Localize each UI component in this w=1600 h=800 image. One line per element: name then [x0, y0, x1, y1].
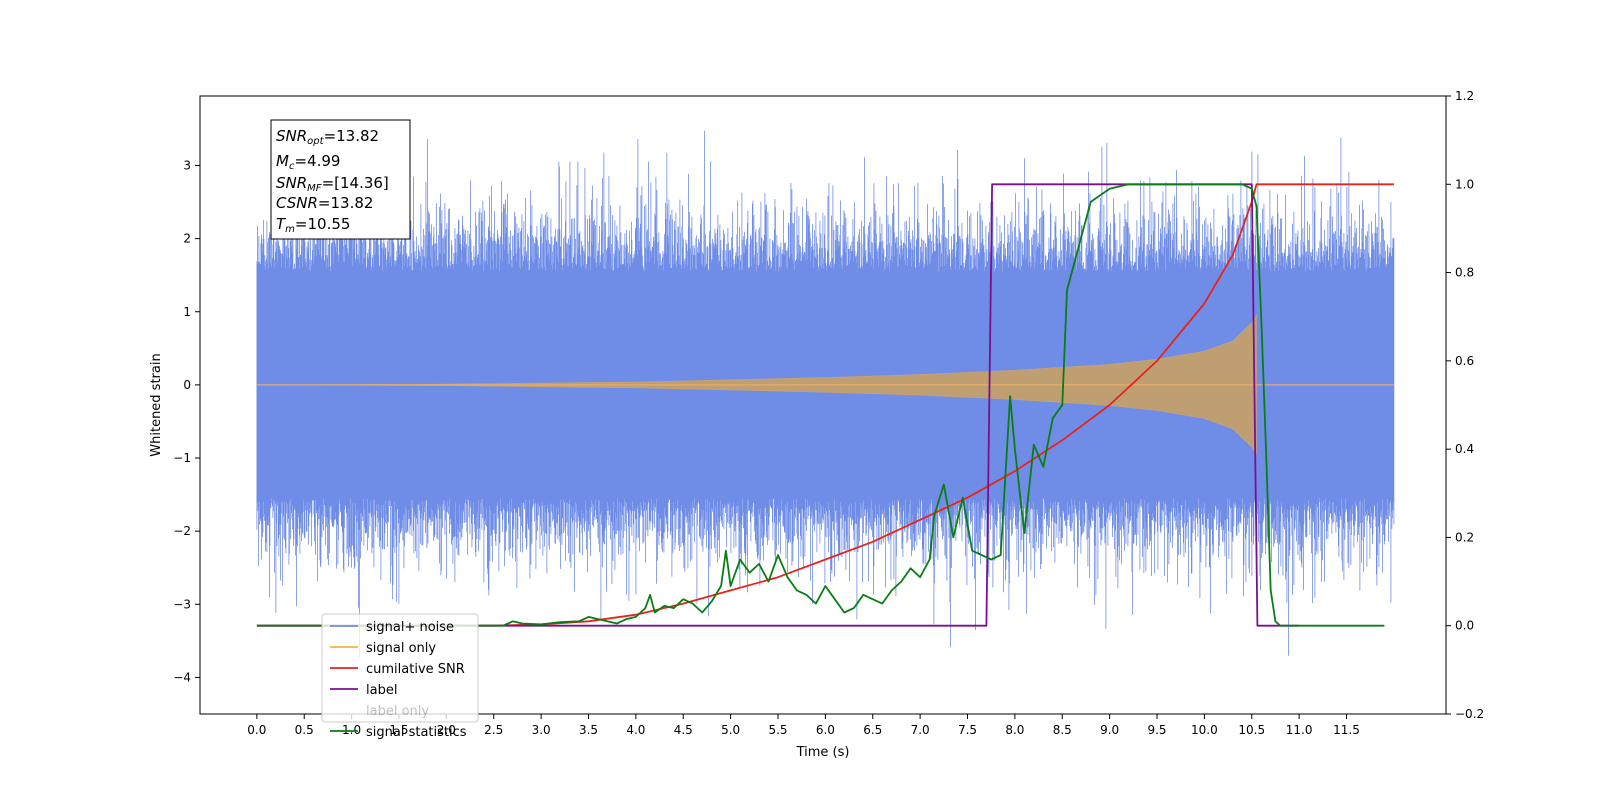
x-tick-label: 9.0 [1100, 723, 1119, 737]
x-axis-label: Time (s) [796, 745, 850, 760]
x-tick-label: 0.0 [247, 723, 266, 737]
y-tick-label-left: 2 [183, 232, 191, 246]
x-tick-label: 6.0 [816, 723, 835, 737]
legend-label: signal only [366, 641, 436, 656]
x-tick-label: 5.0 [721, 723, 740, 737]
series-line-signal-statistics [256, 183, 1385, 627]
right-axis-traces [256, 183, 1394, 627]
x-axis: 0.0 0.5 1.0 1.5 2.0 2.5 3.0 3.5 4.0 4.5 5.0 5.5 6.0 6… [247, 714, 1360, 737]
x-tick-label: 10.5 [1238, 723, 1265, 737]
x-tick-label: 0.5 [295, 723, 314, 737]
legend-label: signal+ noise [366, 620, 454, 635]
y-axis-left: 3 2 1 0 −1 −2 −3 −4 [173, 158, 200, 684]
y-tick-label-right: 1.0 [1455, 177, 1474, 191]
x-tick-label: 1.5 [389, 723, 408, 737]
y-tick-label-left: −2 [173, 524, 191, 538]
x-tick-label: 11.5 [1333, 723, 1360, 737]
x-tick-label: 3.5 [579, 723, 598, 737]
x-tick-label: 8.5 [1053, 723, 1072, 737]
signal-only-trace [256, 314, 1394, 456]
x-tick-label: 4.0 [626, 723, 645, 737]
series-line-label [256, 183, 1300, 627]
y-tick-label-left: 3 [183, 158, 191, 172]
x-tick-label: 8.0 [1005, 723, 1024, 737]
y-axis-label: Whitened strain [149, 353, 164, 456]
info-snr-opt: SNRopt=13.82 [276, 127, 379, 147]
x-tick-label: 10.0 [1191, 723, 1218, 737]
x-tick-label: 9.5 [1147, 723, 1166, 737]
legend-label: cumilative SNR [366, 662, 465, 677]
x-tick-label: 2.0 [437, 723, 456, 737]
y-tick-label-right: 0.0 [1455, 619, 1474, 633]
x-tick-label: 5.5 [768, 723, 787, 737]
info-mc: Mc=4.99 [276, 152, 340, 172]
x-tick-label: 2.5 [484, 723, 503, 737]
legend: signal+ noise signal only cumilative SNR la… [321, 613, 479, 740]
info-tm: Tm=10.55 [276, 215, 350, 235]
x-tick-label: 7.5 [958, 723, 977, 737]
info-csnr: CSNR=13.82 [276, 194, 373, 212]
y-tick-label-left: −4 [173, 670, 191, 684]
y-tick-label-right: 0.6 [1455, 354, 1474, 368]
y-tick-label-right: 0.4 [1455, 442, 1474, 456]
info-snr-mf: SNRMF=[14.36] [276, 174, 389, 194]
y-tick-label-left: 0 [183, 378, 191, 392]
x-tick-label: 7.0 [911, 723, 930, 737]
x-tick-label: 4.5 [674, 723, 693, 737]
y-tick-label-right: −0.2 [1455, 707, 1484, 721]
legend-label: signal statistics [366, 725, 467, 740]
legend-label: label only [366, 704, 429, 719]
info-box: SNRopt=13.82 Mc=4.99 SNRMF=[14.36] CSNR=… [270, 119, 411, 240]
y-tick-label-right: 1.2 [1455, 89, 1474, 103]
x-tick-label: 11.0 [1286, 723, 1313, 737]
x-tick-label: 6.5 [863, 723, 882, 737]
x-tick-label: 1.0 [342, 723, 361, 737]
y-tick-label-left: −3 [173, 597, 191, 611]
y-tick-label-right: 0.8 [1455, 266, 1474, 280]
y-tick-label-right: 0.2 [1455, 530, 1474, 544]
plot-frame [199, 95, 1447, 715]
y-tick-label-left: −1 [173, 451, 191, 465]
y-tick-label-left: 1 [183, 305, 191, 319]
series-line-cumilative-snr [256, 183, 1394, 627]
x-tick-label: 3.0 [532, 723, 551, 737]
y-axis-right: 1.2 1.0 0.8 0.6 0.4 0.2 0.0 −0.2 [1446, 89, 1484, 721]
legend-label: label [366, 683, 397, 698]
